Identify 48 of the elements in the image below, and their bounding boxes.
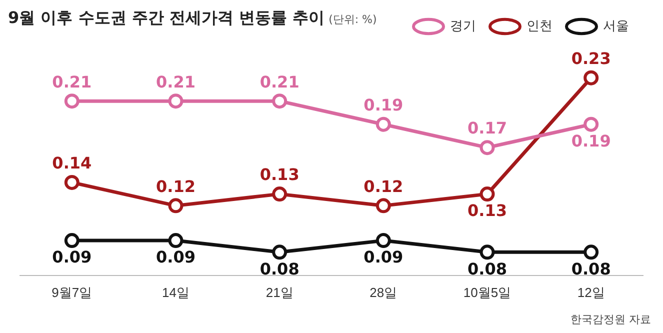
data-label: 0.12 xyxy=(156,176,196,196)
point xyxy=(64,94,80,109)
x-tick-label: 28일 xyxy=(370,284,398,300)
point xyxy=(480,140,495,156)
point xyxy=(480,244,495,260)
point xyxy=(272,94,288,109)
data-label: 0.08 xyxy=(571,259,611,278)
x-tick-label: 9월7일 xyxy=(52,284,92,300)
x-tick-label: 10월5일 xyxy=(463,284,512,300)
text: 한국감정원 자료 xyxy=(570,312,651,327)
point xyxy=(376,198,391,214)
chart-title: 9월 이후 수도권 주간 전세가격 변동률 추이 xyxy=(8,8,325,27)
x-tick-label: 12일 xyxy=(577,284,605,300)
point xyxy=(168,198,184,214)
chart-subtitle: (단위: %) xyxy=(328,13,377,26)
data-label: 0.17 xyxy=(468,118,507,138)
legend-label: 경기 xyxy=(450,18,476,34)
data-label: 0.21 xyxy=(52,72,92,92)
point xyxy=(376,116,391,132)
point xyxy=(168,233,184,248)
data-label: 0.08 xyxy=(468,259,507,278)
point xyxy=(584,244,599,260)
data-label: 0.19 xyxy=(364,95,404,114)
data-label: 0.09 xyxy=(52,248,92,267)
point xyxy=(584,116,599,132)
point xyxy=(376,233,391,248)
point xyxy=(168,94,184,109)
data-label: 0.09 xyxy=(156,248,196,267)
point xyxy=(584,70,599,86)
data-label: 0.23 xyxy=(571,49,611,68)
data-label: 0.13 xyxy=(468,201,507,220)
data-label: 0.12 xyxy=(364,176,404,196)
point xyxy=(272,186,288,202)
legend-label: 서울 xyxy=(603,18,629,34)
data-label: 0.13 xyxy=(260,165,300,184)
legend-label: 인천 xyxy=(526,18,552,34)
point xyxy=(64,174,80,190)
x-tick-label: 21일 xyxy=(266,284,294,300)
data-label: 0.19 xyxy=(571,131,611,150)
data-label: 0.14 xyxy=(52,154,92,173)
data-label: 0.08 xyxy=(260,259,300,278)
point xyxy=(64,233,80,248)
data-label: 0.21 xyxy=(260,72,300,92)
point xyxy=(480,186,495,202)
x-tick-label: 14일 xyxy=(162,284,190,300)
data-label: 0.09 xyxy=(364,248,404,267)
point xyxy=(272,244,288,260)
data-label: 0.21 xyxy=(156,72,196,92)
